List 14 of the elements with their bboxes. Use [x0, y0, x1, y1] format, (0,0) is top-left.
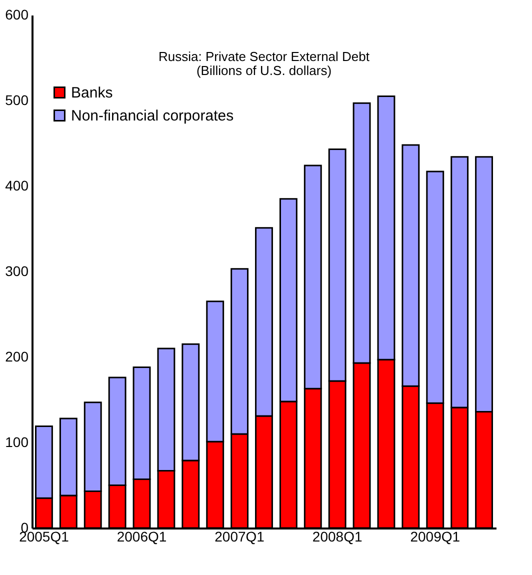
- legend-label: Non-financial corporates: [71, 108, 234, 124]
- y-tick-label: 500: [5, 92, 29, 108]
- y-tick-label: 400: [5, 178, 29, 194]
- y-tick-label: 100: [5, 434, 29, 450]
- text: (Billions of U.S. dollars): [196, 63, 332, 78]
- x-tick-label: 2008Q1: [312, 528, 362, 544]
- y-tick-label: 300: [5, 263, 29, 279]
- y-tick-label: 600: [5, 6, 29, 22]
- text: Russia: Private Sector External Debt: [158, 49, 370, 64]
- x-tick-label: 2006Q1: [116, 528, 167, 544]
- x-tick-label: 2007Q1: [214, 528, 265, 544]
- legend-label: Banks: [71, 84, 113, 102]
- x-tick-label: 2009Q1: [410, 528, 460, 544]
- y-tick-label: 200: [5, 348, 29, 364]
